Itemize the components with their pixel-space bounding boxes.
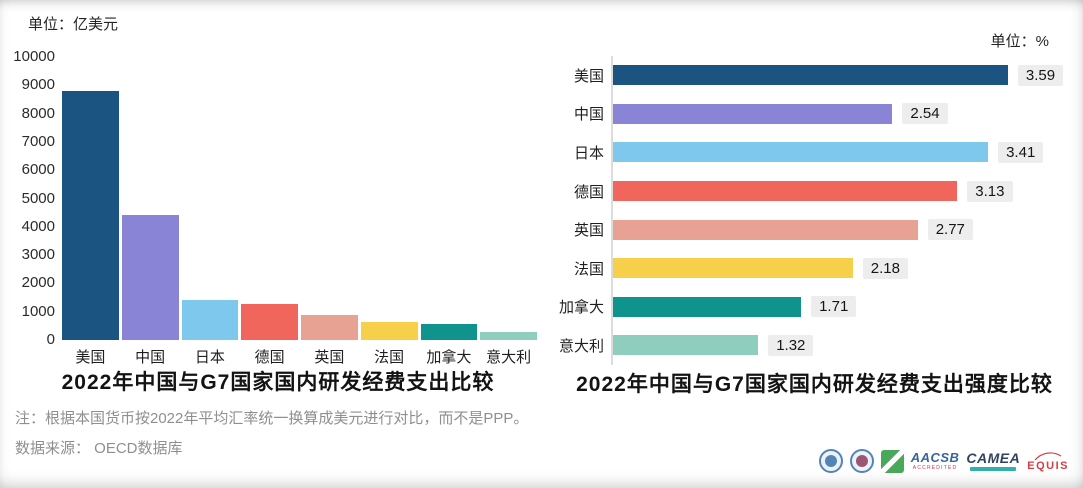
row-label: 加拿大 bbox=[558, 299, 604, 317]
x-tick-label: 加拿大 bbox=[426, 349, 472, 366]
y-tick-label: 5000 bbox=[21, 189, 55, 207]
left-unit-label: 单位：亿美元 bbox=[28, 16, 119, 33]
green-accreditation-icon bbox=[880, 449, 904, 473]
bar-意大利 bbox=[613, 335, 759, 356]
row-日本: 日本 3.41 bbox=[552, 133, 1077, 172]
row-label: 英国 bbox=[573, 222, 604, 240]
value-label: 3.59 bbox=[1017, 64, 1064, 86]
seal-emblem-icon bbox=[824, 455, 837, 467]
row-label: 中国 bbox=[573, 106, 604, 124]
equis-swoosh-icon bbox=[1034, 451, 1062, 460]
row-加拿大: 加拿大 1.71 bbox=[552, 287, 1077, 327]
left-x-axis-labels: 美国 中国 日本 德国 英国 法国 加拿大 意大利 bbox=[62, 346, 537, 367]
aacsb-logo: AACSB ACCREDITED bbox=[911, 451, 960, 471]
bar-track: 3.13 bbox=[611, 171, 1077, 211]
left-plot-area bbox=[62, 57, 537, 340]
aacsb-accredited-text: ACCREDITED bbox=[912, 465, 958, 471]
university-seal-icon bbox=[818, 449, 843, 473]
bar-美国 bbox=[62, 90, 119, 340]
row-label: 德国 bbox=[573, 183, 604, 201]
bar-track: 2.77 bbox=[611, 210, 1077, 249]
bar-英国 bbox=[301, 315, 358, 340]
bar-意大利 bbox=[480, 332, 537, 340]
y-tick-label: 8000 bbox=[21, 104, 55, 122]
data-source-text: 数据来源： OECD数据库 bbox=[15, 440, 183, 457]
bar-日本 bbox=[613, 142, 989, 163]
right-bar-rows: 美国 3.59 中国 2.54 日本 3.41 德国 3.13 英国 2.77 法国 2.18 加拿大 1… bbox=[552, 56, 1077, 365]
bar-英国 bbox=[613, 219, 918, 240]
left-y-axis: 0 1000 2000 3000 4000 5000 6000 7000 8000 9000 100… bbox=[0, 48, 55, 348]
bar-track: 3.59 bbox=[611, 56, 1077, 95]
y-tick-label: 4000 bbox=[21, 217, 55, 235]
row-label: 法国 bbox=[573, 260, 604, 278]
value-label: 1.71 bbox=[811, 296, 857, 318]
bar-中国 bbox=[613, 103, 893, 124]
row-美国: 美国 3.59 bbox=[552, 56, 1077, 95]
x-tick-label: 法国 bbox=[374, 349, 405, 366]
value-label: 3.41 bbox=[998, 141, 1044, 163]
right-unit-label: 单位：% bbox=[990, 33, 1049, 50]
x-tick-label: 日本 bbox=[194, 349, 225, 366]
equis-logo: EQUIS bbox=[1027, 451, 1069, 472]
value-label: 2.18 bbox=[862, 257, 908, 279]
row-label: 美国 bbox=[573, 67, 604, 85]
bar-德国 bbox=[241, 304, 298, 340]
y-tick-label: 2000 bbox=[21, 274, 55, 292]
aacsb-logo-text: AACSB bbox=[910, 450, 960, 465]
bar-track: 2.18 bbox=[611, 248, 1077, 288]
camea-logo: CAMEA bbox=[966, 451, 1020, 471]
right-chart-title: 2022年中国与G7国家国内研发经费支出强度比较 bbox=[576, 373, 1053, 396]
y-tick-label: 7000 bbox=[21, 132, 55, 150]
accreditation-logos: AACSB ACCREDITED CAMEA EQUIS bbox=[818, 449, 1069, 473]
value-label: 1.32 bbox=[768, 334, 814, 356]
y-tick-label: 0 bbox=[46, 331, 55, 348]
row-中国: 中国 2.54 bbox=[552, 94, 1077, 134]
y-tick-label: 1000 bbox=[21, 302, 55, 320]
camea-subtitle-strip bbox=[970, 467, 1017, 471]
bar-track: 1.71 bbox=[611, 287, 1077, 327]
x-tick-label: 英国 bbox=[314, 349, 345, 366]
x-tick-label: 美国 bbox=[75, 349, 106, 366]
x-tick-label: 中国 bbox=[135, 349, 166, 366]
value-label: 2.54 bbox=[902, 103, 948, 125]
university-seal-icon bbox=[849, 449, 874, 473]
row-德国: 德国 3.13 bbox=[552, 171, 1077, 211]
bar-track: 2.54 bbox=[611, 94, 1077, 134]
y-tick-label: 9000 bbox=[21, 76, 55, 94]
footnote-text: 注：根据本国货币按2022年平均汇率统一换算成美元进行对比，而不是PPP。 bbox=[15, 410, 529, 427]
camea-logo-text: CAMEA bbox=[966, 450, 1021, 466]
x-tick-label: 德国 bbox=[254, 349, 285, 366]
row-英国: 英国 2.77 bbox=[552, 210, 1077, 249]
value-label: 3.13 bbox=[967, 180, 1013, 202]
bar-中国 bbox=[121, 215, 179, 340]
y-tick-label: 6000 bbox=[21, 161, 55, 179]
row-label: 日本 bbox=[573, 144, 604, 162]
row-label: 意大利 bbox=[558, 337, 604, 355]
row-意大利: 意大利 1.32 bbox=[552, 326, 1077, 365]
bar-日本 bbox=[181, 300, 239, 340]
value-label: 2.77 bbox=[927, 219, 973, 241]
row-法国: 法国 2.18 bbox=[552, 248, 1077, 288]
left-bars bbox=[62, 57, 537, 340]
bar-track: 3.41 bbox=[611, 133, 1077, 172]
bar-法国 bbox=[613, 258, 853, 279]
equis-logo-text: EQUIS bbox=[1027, 459, 1069, 472]
bar-加拿大 bbox=[420, 323, 478, 340]
bar-法国 bbox=[360, 321, 418, 340]
y-tick-label: 10000 bbox=[13, 48, 55, 65]
bar-德国 bbox=[613, 181, 958, 202]
left-chart-title: 2022年中国与G7国家国内研发经费支出比较 bbox=[61, 371, 495, 394]
bar-加拿大 bbox=[613, 296, 802, 317]
x-tick-label: 意大利 bbox=[486, 349, 532, 366]
bar-美国 bbox=[613, 65, 1008, 86]
seal-emblem-icon bbox=[855, 455, 868, 467]
bar-track: 1.32 bbox=[611, 326, 1077, 365]
y-tick-label: 3000 bbox=[21, 246, 55, 264]
